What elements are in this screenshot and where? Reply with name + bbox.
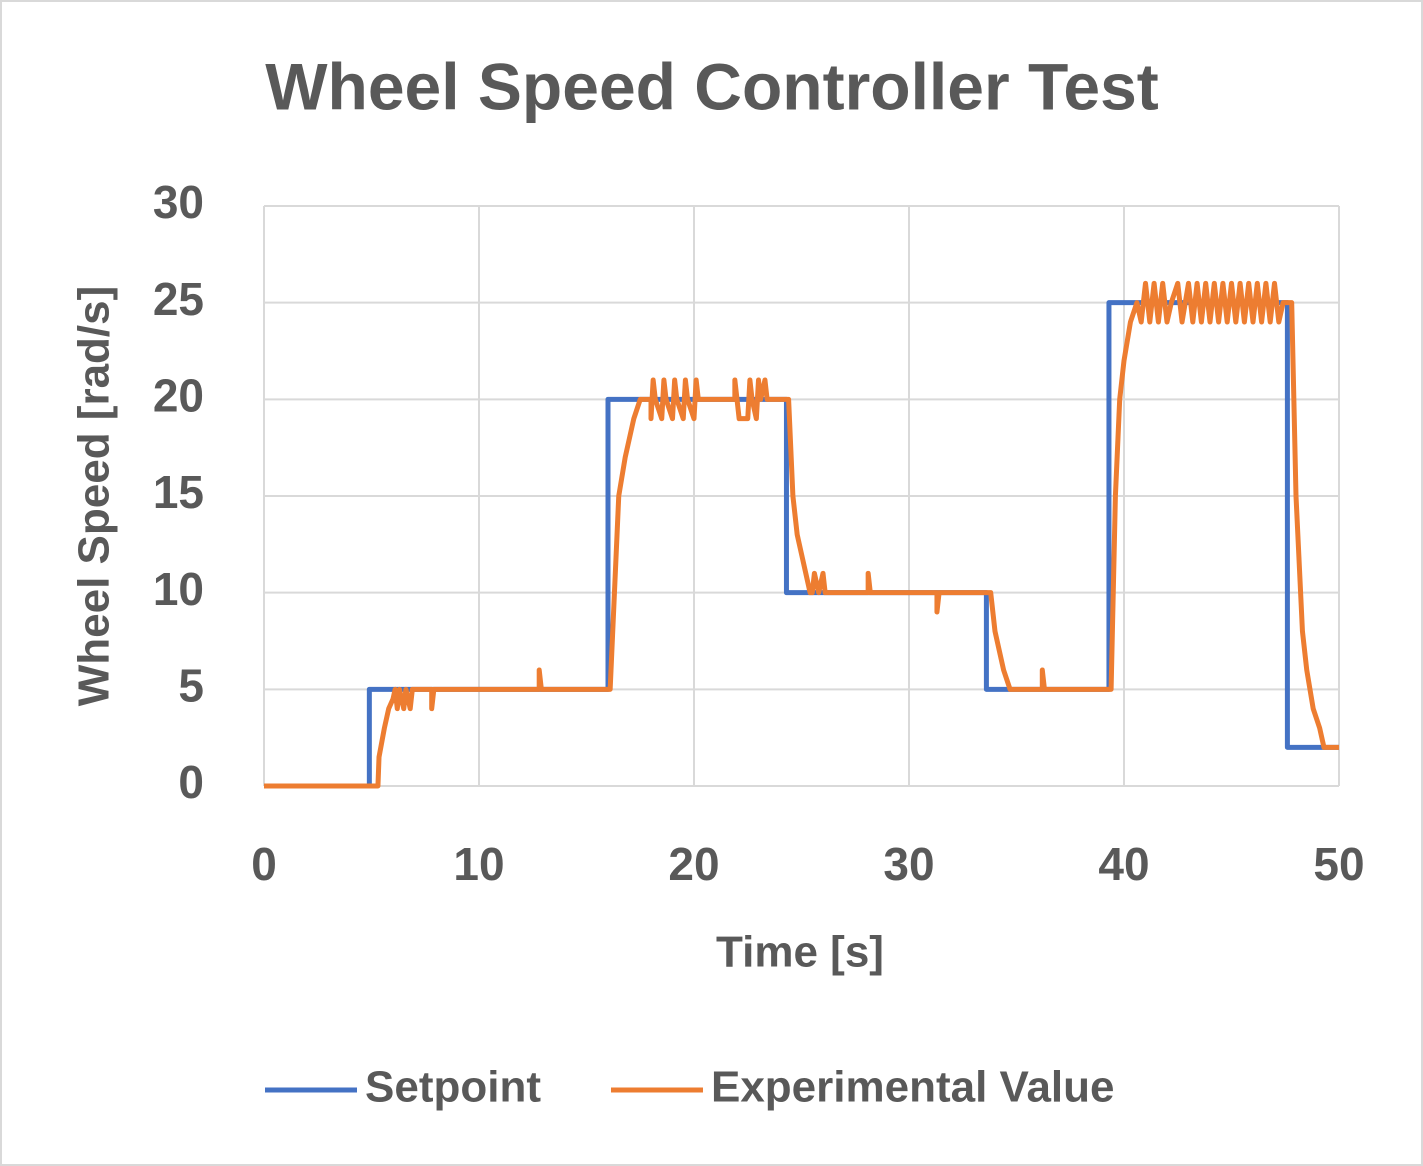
x-axis-title: Time [s] — [716, 928, 884, 977]
x-tick-label: 30 — [883, 838, 934, 890]
legend-label: Experimental Value — [711, 1063, 1115, 1112]
x-tick-label: 50 — [1313, 838, 1364, 890]
chart-title: Wheel Speed Controller Test — [265, 49, 1159, 123]
x-tick-label: 20 — [668, 838, 719, 890]
y-tick-label: 10 — [153, 563, 204, 615]
x-tick-label: 0 — [251, 838, 277, 890]
y-tick-label: 20 — [153, 369, 204, 421]
legend-label: Setpoint — [365, 1063, 541, 1112]
data-line — [264, 280, 1339, 789]
y-tick-label: 5 — [178, 659, 204, 711]
y-axis-title: Wheel Speed [rad/s] — [70, 286, 119, 707]
x-tick-label: 10 — [453, 838, 504, 890]
y-tick-label: 25 — [153, 273, 204, 325]
x-tick-label: 40 — [1098, 838, 1149, 890]
y-tick-label: 15 — [153, 466, 204, 518]
y-tick-label: 0 — [178, 756, 204, 808]
y-tick-label: 30 — [153, 176, 204, 228]
